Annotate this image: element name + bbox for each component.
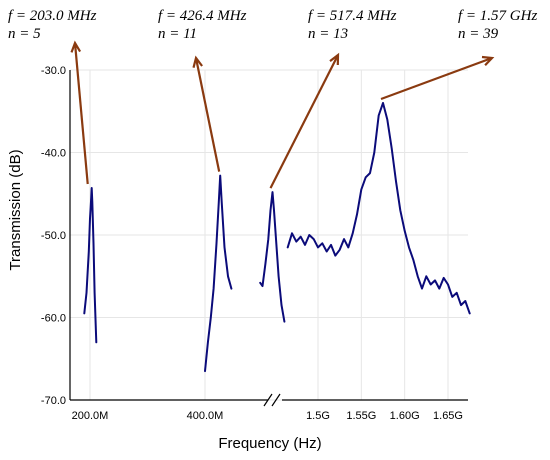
y-tick-label: -30.0 xyxy=(41,65,66,77)
peak-arrows xyxy=(70,40,495,189)
annotation-mode-3: n = 13 xyxy=(308,26,348,42)
annotation-mode-2: n = 11 xyxy=(158,26,197,42)
x-axis-title: Frequency (Hz) xyxy=(218,435,321,452)
y-tick-label: -70.0 xyxy=(41,395,66,407)
peak-arrow-3 xyxy=(269,54,339,189)
trace-series-1 xyxy=(83,187,98,344)
x-tick-label: 400.0M xyxy=(187,410,224,422)
y-tick-labels: -30.0 -40.0 -50.0 -60.0 -70.0 xyxy=(41,65,66,407)
axes xyxy=(69,70,468,407)
annotation-freq-1: f = 203.0 MHz xyxy=(8,8,97,24)
y-tick-label: -50.0 xyxy=(41,230,66,242)
y-tick-label: -60.0 xyxy=(41,313,66,325)
peak-arrow-4 xyxy=(380,56,493,101)
trace-series-4 xyxy=(286,102,471,315)
trace-series-2 xyxy=(204,174,233,373)
peak-arrowhead-3 xyxy=(329,52,340,66)
annotation-freq-4: f = 1.57 GHz xyxy=(458,8,537,24)
y-tick-label: -40.0 xyxy=(41,148,66,160)
x-tick-label: 1.65G xyxy=(433,410,463,422)
spectrum-traces xyxy=(83,102,471,373)
peak-annotations: f = 203.0 MHz n = 5 f = 426.4 MHz n = 11… xyxy=(8,8,537,42)
peak-arrowhead-2 xyxy=(192,55,203,68)
x-tick-label: 1.5G xyxy=(306,410,330,422)
x-tick-label: 200.0M xyxy=(72,410,109,422)
trace-series-3 xyxy=(259,191,286,323)
peak-arrow-2 xyxy=(194,57,221,172)
x-tick-label: 1.60G xyxy=(390,410,420,422)
peak-arrowhead-4 xyxy=(481,55,495,66)
peak-arrow-1 xyxy=(73,42,89,185)
annotation-freq-3: f = 517.4 MHz xyxy=(308,8,397,24)
y-axis-title: Transmission (dB) xyxy=(7,149,24,270)
peak-arrowhead-1 xyxy=(70,40,82,53)
x-tick-label: 1.55G xyxy=(346,410,376,422)
axis-break-mark xyxy=(263,393,281,407)
annotation-mode-1: n = 5 xyxy=(8,26,41,42)
x-tick-labels: 200.0M 400.0M 1.5G 1.55G 1.60G 1.65G xyxy=(72,410,463,422)
annotation-mode-4: n = 39 xyxy=(458,26,499,42)
annotation-freq-2: f = 426.4 MHz xyxy=(158,8,247,24)
